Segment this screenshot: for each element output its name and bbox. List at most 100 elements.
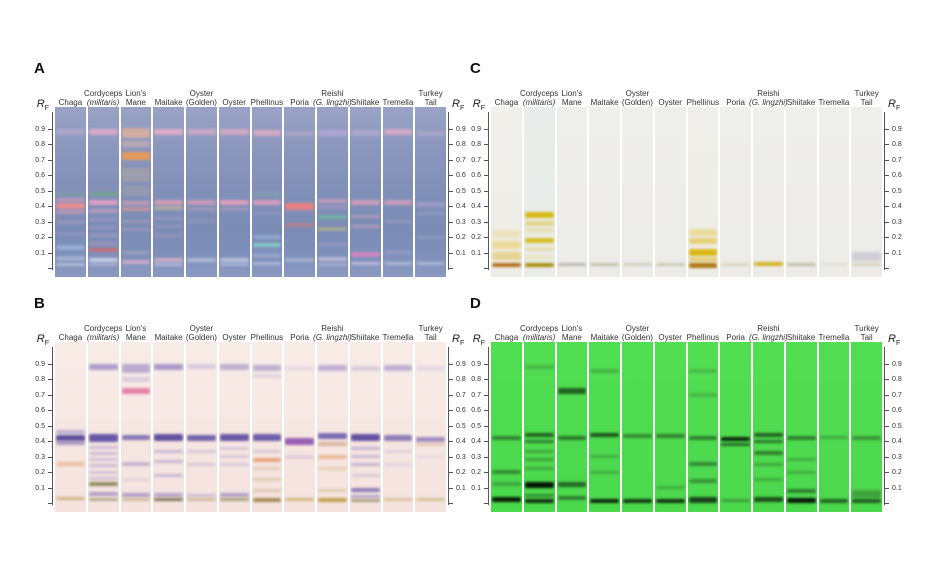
tlc-band [318, 467, 347, 471]
rf-tick [484, 206, 488, 207]
rf-tick [885, 487, 889, 489]
tlc-band [623, 263, 652, 267]
tlc-band [590, 455, 619, 458]
rf-tick [484, 379, 488, 380]
lane-phellinus [251, 107, 283, 277]
rf-tick [48, 472, 52, 473]
rf-axis-title-sub: F [44, 340, 49, 348]
tlc-band [852, 498, 881, 503]
tlc-band [285, 498, 314, 502]
tlc-band [252, 434, 282, 442]
lane-label: Cordyceps (militaris) [84, 324, 122, 342]
rf-tick [48, 456, 52, 458]
tlc-band [187, 462, 216, 466]
rf-axis-title-sub: F [459, 340, 465, 348]
tlc-band [655, 263, 685, 267]
rf-axis-end-tick [48, 268, 52, 269]
tlc-band [121, 259, 151, 264]
lane-shiitake [785, 107, 817, 277]
tlc-band [318, 433, 347, 440]
rf-tick [484, 252, 488, 254]
lane-label-line: (Golden) [185, 333, 217, 342]
lane-lion-s-mane [556, 342, 588, 512]
rf-axis-title: RF [452, 333, 464, 347]
rf-axis-title-sub: F [895, 340, 901, 348]
tlc-band [252, 254, 282, 258]
lane-label-line: Tail [424, 98, 437, 107]
tlc-band [154, 128, 183, 135]
lane-label-line: Poria [726, 333, 745, 342]
tlc-band [121, 141, 151, 147]
tlc-band [88, 241, 118, 245]
lane-label: Maitake [155, 333, 183, 342]
tlc-band [524, 467, 554, 471]
tlc-band [754, 439, 783, 443]
rf-tick [484, 394, 488, 396]
rf-tick-label: 0.5 [892, 187, 902, 195]
tlc-band [383, 129, 413, 136]
lane-label: Shiitake [351, 333, 379, 342]
tlc-band [187, 200, 216, 206]
rf-tick-label: 0.1 [471, 249, 481, 257]
tlc-band [524, 498, 554, 503]
rf-tick [449, 441, 453, 442]
rf-tick [48, 206, 52, 207]
tlc-band [56, 256, 85, 262]
rf-tick-label: 0.8 [471, 376, 481, 383]
rf-tick-label: 0.2 [892, 469, 902, 476]
tlc-band [56, 191, 85, 196]
tlc-band [383, 498, 413, 502]
rf-tick-label: 0.2 [892, 234, 902, 241]
tlc-band [154, 233, 183, 237]
tlc-band [350, 495, 380, 499]
tlc-band [219, 363, 249, 370]
rf-tick [48, 410, 52, 411]
tlc-band [88, 464, 118, 468]
tlc-band [492, 482, 521, 487]
rf-tick-label: 0.5 [892, 422, 902, 430]
tlc-band [88, 445, 118, 449]
tlc-band [88, 233, 118, 237]
tlc-band [285, 222, 314, 227]
lane-label-line: Lion's [125, 89, 147, 98]
rf-tick [449, 221, 453, 223]
rf-tick [484, 456, 488, 458]
lane-label: Tremella [818, 98, 849, 107]
rf-tick [484, 144, 488, 145]
tlc-band [852, 263, 881, 267]
tlc-band [56, 496, 85, 500]
lane-label-line: Tremella [382, 98, 414, 107]
tlc-band [88, 476, 118, 480]
tlc-band [786, 488, 816, 493]
tlc-band [154, 459, 183, 463]
tlc-band [252, 489, 282, 493]
tlc-band [416, 365, 445, 371]
tlc-band [121, 251, 151, 254]
rf-tick-label: 0.6 [471, 407, 481, 414]
rf-tick-label: 0.9 [456, 360, 466, 368]
lane-label-line: Maitake [154, 98, 183, 107]
lane-reishi-g-lingzhi [753, 342, 784, 512]
lane-chaga [55, 107, 86, 277]
rf-tick [885, 159, 889, 161]
tlc-band [852, 489, 881, 498]
tlc-band [318, 489, 347, 493]
lane-lion-s-mane [120, 107, 152, 277]
rf-axis-line [52, 347, 53, 505]
tlc-band [318, 130, 347, 137]
rf-tick [48, 190, 52, 192]
rf-axis-title-sub: F [480, 105, 485, 113]
tlc-band [318, 214, 347, 219]
tlc-band [56, 219, 85, 224]
lane-oyster-golden [622, 342, 653, 512]
tlc-band [56, 197, 85, 202]
tlc-band [524, 220, 554, 226]
rf-axis-end-tick [885, 503, 889, 504]
rf-tick-label: 0.9 [471, 125, 481, 133]
lane-label-line: Phellinus [250, 98, 284, 107]
lane-label: Shiitake [351, 98, 379, 107]
rf-tick [48, 128, 52, 130]
tlc-band [590, 498, 619, 503]
lane-label-line: Tail [424, 333, 437, 342]
lane-label-line: Phellinus [686, 98, 720, 107]
